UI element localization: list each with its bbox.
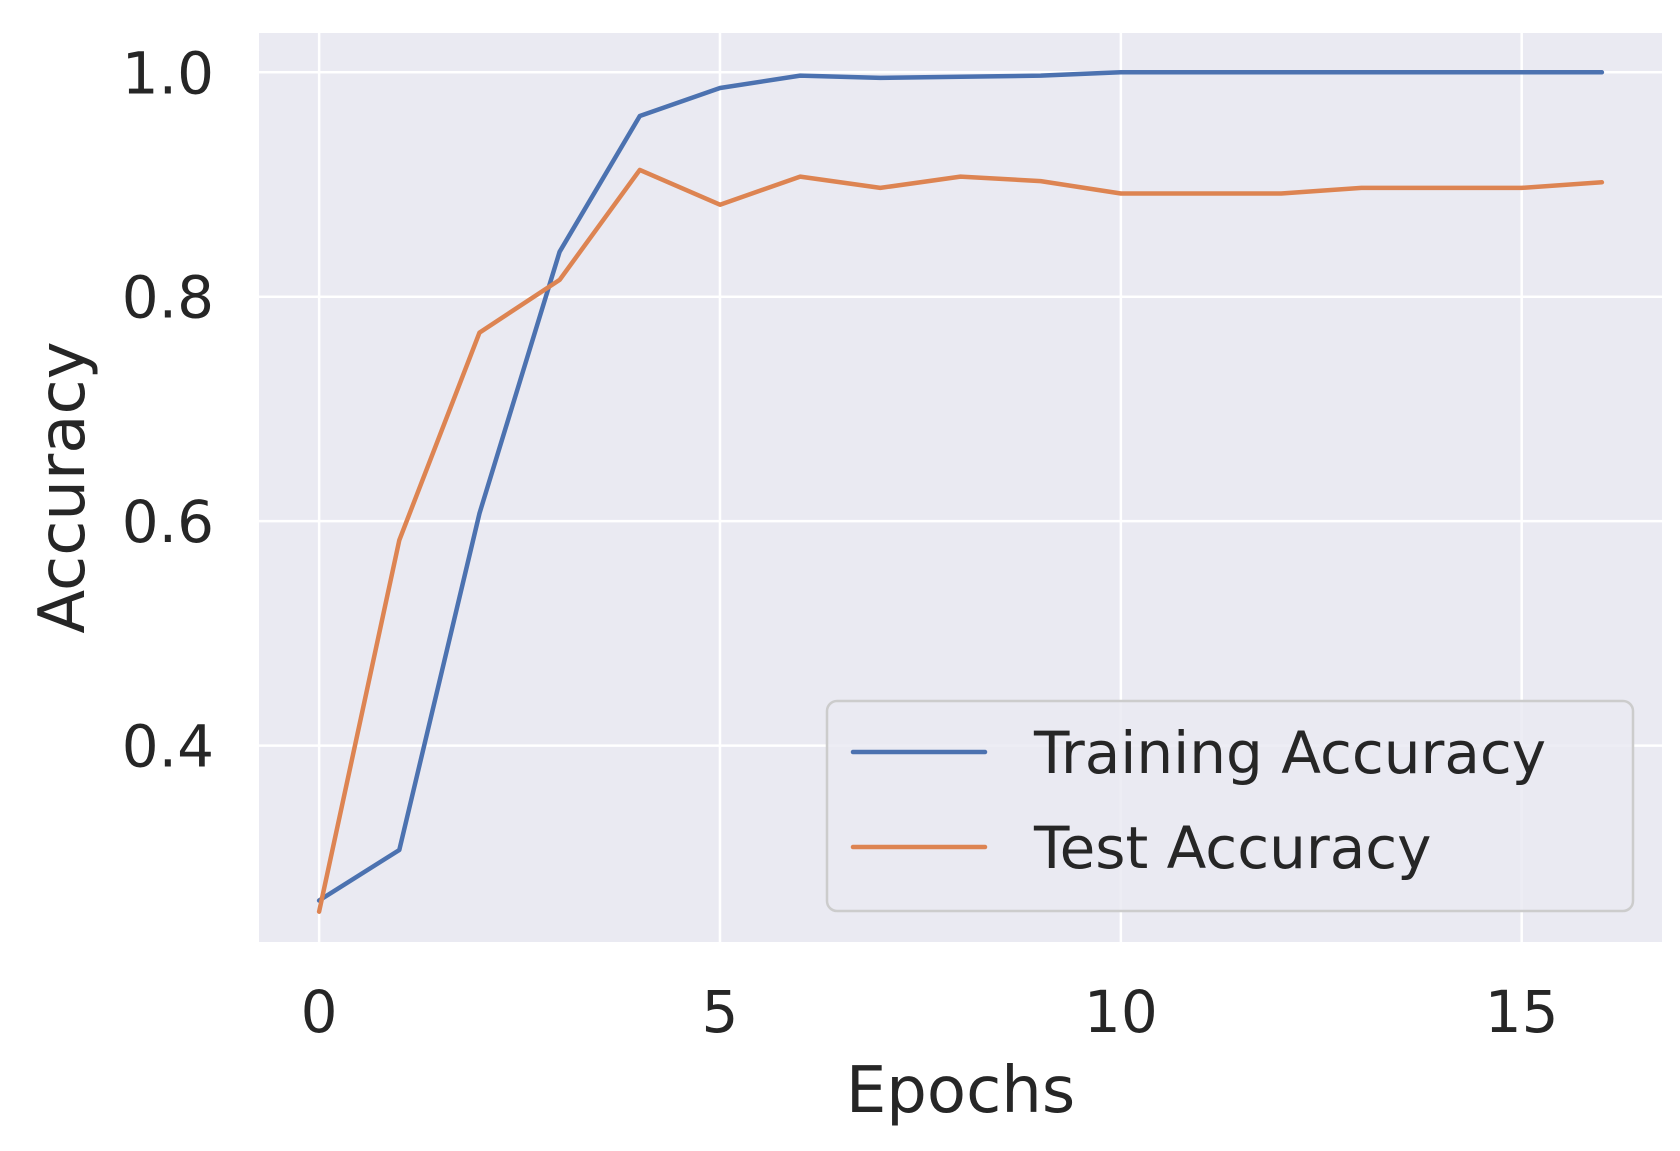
y-tick-label: 1.0 — [122, 39, 214, 107]
legend-label-training: Training Accuracy — [1033, 719, 1546, 787]
x-tick-label: 15 — [1485, 978, 1559, 1046]
y-tick-label: 0.6 — [122, 488, 214, 556]
series-line-training — [316, 70, 1605, 903]
x-tick-label: 0 — [301, 978, 338, 1046]
series-lines — [316, 70, 1605, 914]
x-tick-label: 5 — [702, 978, 739, 1046]
tick-labels: 0 5 10 15 0.4 0.6 0.8 1.0 — [122, 39, 1559, 1046]
series-line-test — [316, 167, 1605, 914]
grid-lines — [259, 33, 1662, 942]
y-tick-label: 0.8 — [122, 264, 214, 332]
x-axis-label: Epochs — [846, 1054, 1075, 1128]
x-tick-label: 10 — [1084, 978, 1158, 1046]
legend-label-test: Test Accuracy — [1033, 814, 1431, 882]
legend-box — [825, 699, 1635, 913]
y-axis-label: Accuracy — [26, 341, 100, 633]
y-tick-label: 0.4 — [122, 713, 214, 781]
legend: Training Accuracy Test Accuracy — [825, 699, 1635, 913]
